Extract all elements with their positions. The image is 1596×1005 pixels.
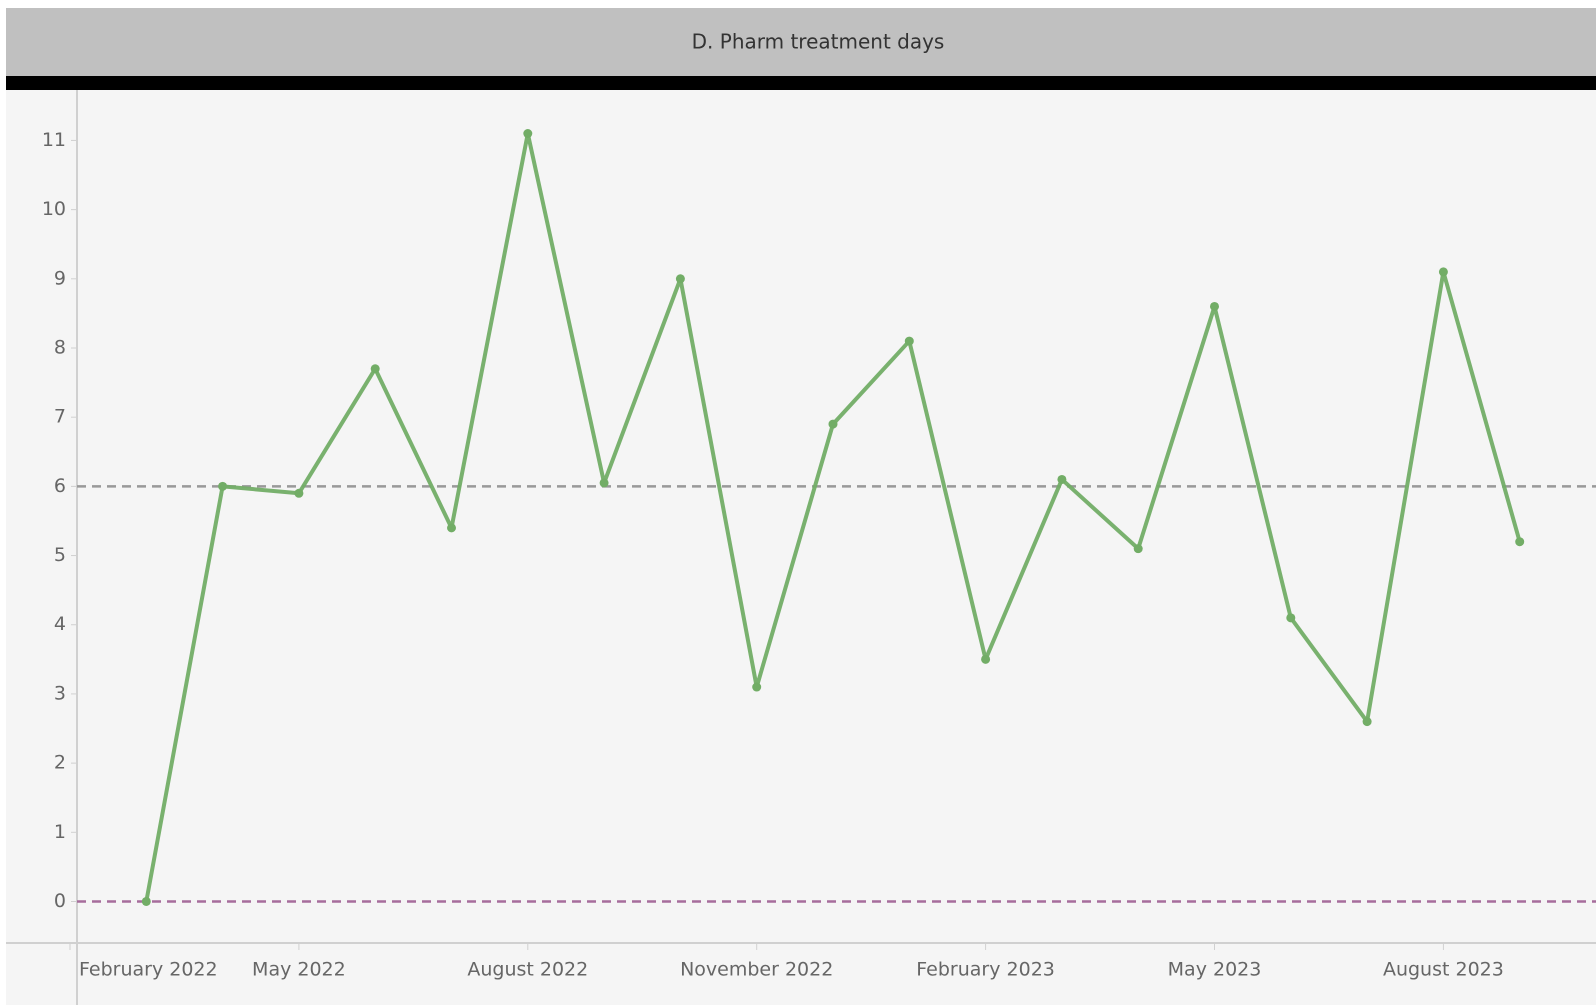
data-point <box>370 364 380 374</box>
y-tick-label: 8 <box>54 336 66 358</box>
header-bar <box>6 8 1596 76</box>
x-tick-label: February 2023 <box>916 959 1055 981</box>
y-tick-label: 11 <box>42 129 66 151</box>
y-tick-label: 6 <box>54 475 66 497</box>
data-point <box>752 682 762 692</box>
data-point <box>675 274 685 284</box>
x-tick-label: November 2022 <box>680 959 833 981</box>
data-point <box>828 419 838 429</box>
data-point <box>1210 301 1219 311</box>
x-tick-label: August 2022 <box>467 959 588 981</box>
y-tick-label: 3 <box>54 682 66 704</box>
data-point <box>447 523 456 533</box>
data-point <box>599 478 609 488</box>
y-tick-label: 5 <box>54 544 66 566</box>
y-tick-label: 1 <box>54 821 66 843</box>
x-tick-label: May 2022 <box>252 959 346 981</box>
data-point <box>1515 537 1525 547</box>
data-point <box>1438 267 1448 277</box>
data-point <box>1362 717 1372 727</box>
y-tick-label: 0 <box>54 890 66 912</box>
data-point <box>1057 474 1067 484</box>
chart-title: D. Pharm treatment days <box>692 30 945 54</box>
y-tick-label: 7 <box>54 406 66 428</box>
x-tick-label: February 2022 <box>79 959 218 981</box>
data-point <box>294 488 304 498</box>
x-tick-label: May 2023 <box>1168 959 1262 981</box>
y-tick-label: 10 <box>42 198 66 220</box>
header-rule <box>6 76 1596 90</box>
y-tick-label: 4 <box>54 613 66 635</box>
data-point <box>141 896 151 906</box>
data-point <box>981 654 991 664</box>
data-point <box>523 129 533 139</box>
y-tick-label: 9 <box>54 267 66 289</box>
data-point <box>218 481 228 491</box>
x-tick-label: August 2023 <box>1383 959 1504 981</box>
y-tick-label: 2 <box>54 752 66 774</box>
plot-area <box>6 90 1596 1005</box>
data-point <box>904 336 914 346</box>
data-point <box>1133 544 1143 554</box>
data-point <box>1286 613 1296 623</box>
